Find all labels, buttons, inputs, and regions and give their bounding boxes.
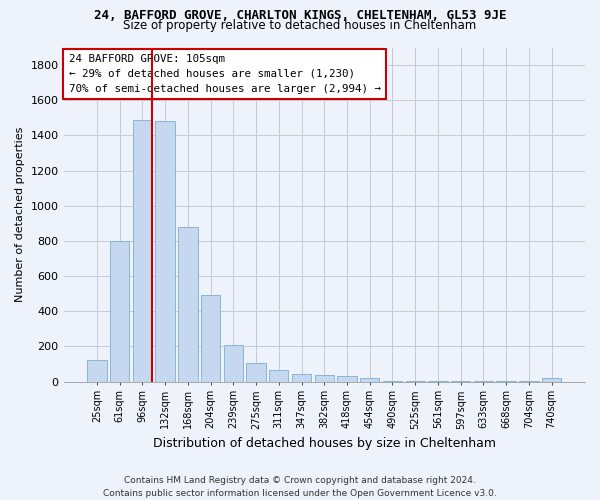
Bar bbox=[314, 376, 334, 382]
Bar bbox=[178, 227, 197, 382]
Bar bbox=[155, 122, 175, 382]
Bar bbox=[337, 376, 356, 382]
Bar bbox=[87, 360, 107, 382]
Text: Contains HM Land Registry data © Crown copyright and database right 2024.
Contai: Contains HM Land Registry data © Crown c… bbox=[103, 476, 497, 498]
Bar bbox=[201, 296, 220, 382]
Bar bbox=[110, 241, 130, 382]
Text: Size of property relative to detached houses in Cheltenham: Size of property relative to detached ho… bbox=[124, 18, 476, 32]
Bar bbox=[292, 374, 311, 382]
Bar bbox=[542, 378, 561, 382]
Bar bbox=[360, 378, 379, 382]
Bar bbox=[269, 370, 289, 382]
Bar bbox=[224, 346, 243, 382]
Y-axis label: Number of detached properties: Number of detached properties bbox=[15, 127, 25, 302]
Text: 24, BAFFORD GROVE, CHARLTON KINGS, CHELTENHAM, GL53 9JE: 24, BAFFORD GROVE, CHARLTON KINGS, CHELT… bbox=[94, 9, 506, 22]
Text: 24 BAFFORD GROVE: 105sqm
← 29% of detached houses are smaller (1,230)
70% of sem: 24 BAFFORD GROVE: 105sqm ← 29% of detach… bbox=[69, 54, 381, 94]
Bar bbox=[383, 380, 402, 382]
Bar bbox=[247, 363, 266, 382]
Bar bbox=[133, 120, 152, 382]
X-axis label: Distribution of detached houses by size in Cheltenham: Distribution of detached houses by size … bbox=[153, 437, 496, 450]
